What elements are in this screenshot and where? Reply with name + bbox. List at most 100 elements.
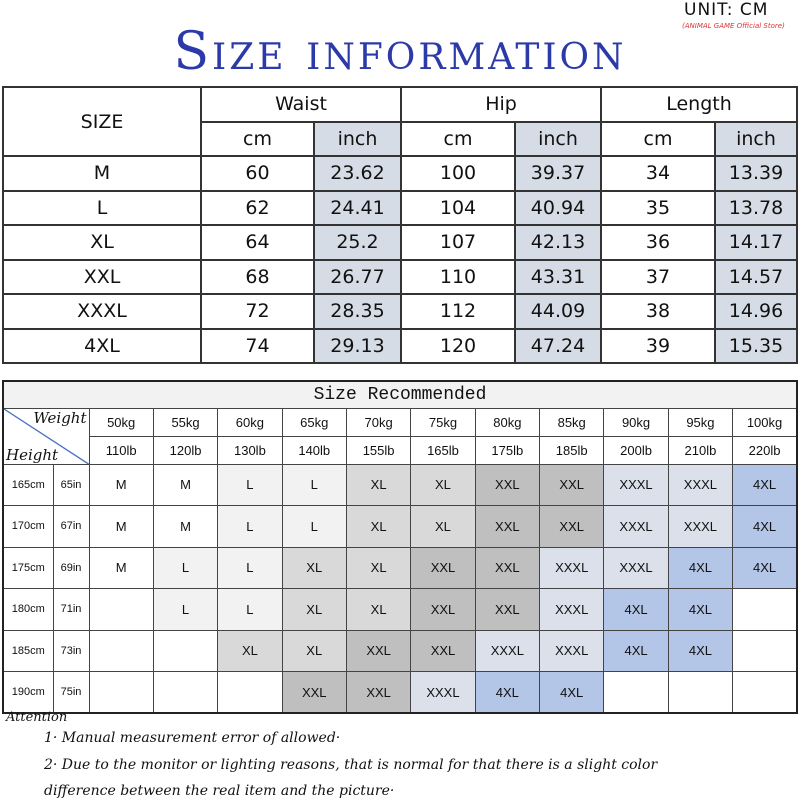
measure-cell: 47.24 bbox=[513, 327, 603, 364]
weight-lb-header: 120lb bbox=[152, 435, 219, 465]
size-cell: XXL bbox=[474, 505, 541, 548]
size-cell: XXL bbox=[539, 463, 605, 506]
size-cell bbox=[667, 671, 734, 714]
weight-lb-header: 130lb bbox=[217, 435, 283, 465]
size-cell: XL bbox=[345, 546, 412, 589]
size-cell: XXXL bbox=[667, 505, 734, 548]
recommend-title: Size Recommended bbox=[2, 380, 798, 409]
size-cell: 4XL bbox=[667, 546, 734, 589]
measure-cell: 74 bbox=[200, 327, 315, 364]
size-cell bbox=[732, 588, 798, 631]
weight-kg-header: 50kg bbox=[88, 407, 154, 437]
size-cell bbox=[88, 629, 154, 672]
measure-cell: 100 bbox=[400, 155, 516, 192]
measure-cell: 14.17 bbox=[714, 224, 798, 261]
measure-cell: 14.96 bbox=[714, 293, 798, 330]
weight-kg-header: 70kg bbox=[345, 407, 412, 437]
weight-lb-header: 210lb bbox=[667, 435, 734, 465]
height-in: 75in bbox=[52, 671, 90, 714]
measure-cell: 64 bbox=[200, 224, 315, 261]
measure-cell: 23.62 bbox=[313, 155, 402, 192]
size-cell: XXL bbox=[2, 258, 202, 295]
measure-cell: 25.2 bbox=[313, 224, 402, 261]
table-row: M 60 23.62 100 39.37 34 13.39 bbox=[2, 155, 798, 192]
height-cm: 185cm bbox=[2, 629, 54, 672]
size-cell: XXXL bbox=[474, 629, 541, 672]
size-cell: XL bbox=[345, 588, 412, 631]
size-cell: XL bbox=[410, 463, 476, 506]
size-cell: 4XL bbox=[474, 671, 541, 714]
measure-cell: 38 bbox=[600, 293, 717, 330]
weight-kg-header: 75kg bbox=[410, 407, 476, 437]
measure-cell: 44.09 bbox=[513, 293, 603, 330]
unit-header: inch bbox=[714, 120, 798, 157]
weight-label: Weight bbox=[33, 408, 87, 427]
size-cell: XXL bbox=[474, 546, 541, 589]
size-cell: XXXL bbox=[603, 505, 669, 548]
table-row: 165cm 65in M M L L XL XL XXL XXL XXXL XXXL 4XL bbox=[2, 463, 798, 506]
size-cell: XXXL bbox=[667, 463, 734, 506]
size-cell bbox=[603, 671, 669, 714]
height-cm: 170cm bbox=[2, 505, 54, 548]
size-cell: XXL bbox=[539, 505, 605, 548]
size-cell bbox=[152, 671, 219, 714]
measure-cell: 40.94 bbox=[513, 189, 603, 226]
size-cell: L bbox=[217, 588, 283, 631]
size-cell: XXL bbox=[410, 546, 476, 589]
weight-kg-header: 95kg bbox=[667, 407, 734, 437]
unit-header: inch bbox=[513, 120, 603, 157]
size-cell: XXL bbox=[474, 588, 541, 631]
measure-cell: 39 bbox=[600, 327, 717, 364]
measure-cell: 35 bbox=[600, 189, 717, 226]
height-cm: 175cm bbox=[2, 546, 54, 589]
size-cell: XL bbox=[345, 463, 412, 506]
height-cm: 165cm bbox=[2, 463, 54, 506]
measure-cell: 36 bbox=[600, 224, 717, 261]
height-cm: 180cm bbox=[2, 588, 54, 631]
size-cell: XXXL bbox=[2, 293, 202, 330]
size-cell: L bbox=[281, 505, 347, 548]
measure-cell: 39.37 bbox=[513, 155, 603, 192]
size-cell bbox=[88, 671, 154, 714]
table-row: 175cm 69in M L L XL XL XXL XXL XXXL XXXL 4XL 4XL bbox=[2, 546, 798, 589]
weight-kg-header: 85kg bbox=[539, 407, 605, 437]
size-cell: L bbox=[217, 463, 283, 506]
measure-cell: 28.35 bbox=[313, 293, 402, 330]
weight-kg-header: 60kg bbox=[217, 407, 283, 437]
table-row: 185cm 73in XL XL XXL XXL XXXL XXXL 4XL 4XL bbox=[2, 629, 798, 672]
page-title: Size information bbox=[173, 22, 627, 82]
measure-cell: 72 bbox=[200, 293, 315, 330]
table-row: XXL 68 26.77 110 43.31 37 14.57 bbox=[2, 258, 798, 295]
weight-kg-header: 55kg bbox=[152, 407, 219, 437]
size-cell: XL bbox=[281, 546, 347, 589]
size-cell: 4XL bbox=[732, 463, 798, 506]
note-3: difference between the real item and the… bbox=[44, 783, 395, 799]
unit-label: UNIT: CM bbox=[684, 0, 769, 20]
size-cell: XXXL bbox=[603, 546, 669, 589]
size-cell: XL bbox=[281, 629, 347, 672]
height-in: 71in bbox=[52, 588, 90, 631]
weight-lb-header: 110lb bbox=[88, 435, 154, 465]
size-cell: M bbox=[88, 546, 154, 589]
measure-cell: 60 bbox=[200, 155, 315, 192]
unit-header: cm bbox=[400, 120, 516, 157]
size-cell: 4XL bbox=[667, 588, 734, 631]
measure-cell: 34 bbox=[600, 155, 717, 192]
size-recommend-table: Size Recommended Weight Height 50kg 55kg 60kg… bbox=[2, 380, 798, 714]
size-header: SIZE bbox=[2, 86, 202, 157]
measure-cell: 37 bbox=[600, 258, 717, 295]
measure-cell: 29.13 bbox=[313, 327, 402, 364]
weight-lb-header: 175lb bbox=[474, 435, 541, 465]
size-cell: 4XL bbox=[2, 327, 202, 364]
weight-kg-header: 65kg bbox=[281, 407, 347, 437]
measure-cell: 112 bbox=[400, 293, 516, 330]
size-cell: XXL bbox=[410, 629, 476, 672]
weight-lb-header: 155lb bbox=[345, 435, 412, 465]
table-row: 180cm 71in L L XL XL XXL XXL XXXL 4XL 4XL bbox=[2, 588, 798, 631]
size-cell bbox=[732, 629, 798, 672]
size-cell: XXXL bbox=[539, 588, 605, 631]
height-in: 65in bbox=[52, 463, 90, 506]
table-row: L 62 24.41 104 40.94 35 13.78 bbox=[2, 189, 798, 226]
height-in: 69in bbox=[52, 546, 90, 589]
measure-cell: 68 bbox=[200, 258, 315, 295]
